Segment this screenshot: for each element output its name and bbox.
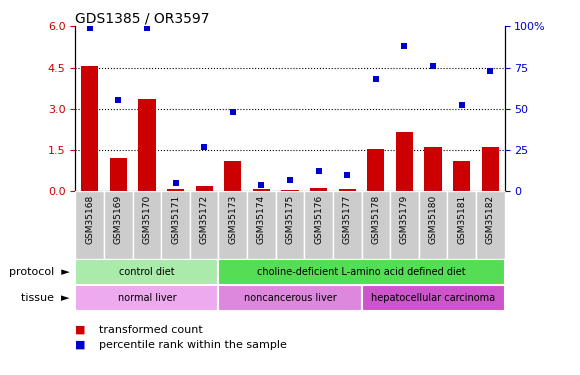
Point	[343, 172, 352, 178]
Bar	[361, 191, 390, 259]
Text: GSM35177: GSM35177	[343, 195, 351, 244]
Bar	[447, 191, 476, 259]
Bar	[339, 189, 356, 191]
Text: percentile rank within the sample: percentile rank within the sample	[99, 340, 287, 350]
Bar	[281, 190, 299, 191]
Bar	[361, 285, 505, 311]
Text: GSM35180: GSM35180	[429, 195, 437, 244]
Text: GSM35170: GSM35170	[143, 195, 151, 244]
Point	[200, 144, 209, 150]
Text: ■: ■	[75, 325, 86, 335]
Point	[228, 109, 237, 115]
Bar	[390, 191, 419, 259]
Text: GSM35171: GSM35171	[171, 195, 180, 244]
Point	[85, 25, 95, 31]
Bar	[75, 259, 219, 285]
Point	[429, 63, 438, 69]
Bar	[139, 99, 155, 191]
Text: GSM35175: GSM35175	[285, 195, 295, 244]
Bar	[310, 188, 327, 191]
Bar	[75, 285, 219, 311]
Bar	[81, 66, 98, 191]
Text: GSM35172: GSM35172	[200, 195, 209, 244]
Text: normal liver: normal liver	[118, 293, 176, 303]
Point	[371, 76, 380, 82]
Bar	[304, 191, 333, 259]
Bar	[161, 191, 190, 259]
Bar	[253, 189, 270, 191]
Point	[171, 180, 180, 186]
Bar	[482, 147, 499, 191]
Point	[314, 168, 323, 174]
Text: hepatocellular carcinoma: hepatocellular carcinoma	[371, 293, 495, 303]
Bar	[453, 161, 470, 191]
Point	[114, 98, 123, 104]
Bar	[425, 147, 441, 191]
Bar	[167, 189, 184, 191]
Bar	[367, 148, 385, 191]
Bar	[75, 191, 104, 259]
Text: GSM35181: GSM35181	[457, 195, 466, 244]
Text: GSM35179: GSM35179	[400, 195, 409, 244]
Text: GSM35168: GSM35168	[85, 195, 94, 244]
Point	[485, 68, 495, 74]
Bar	[276, 191, 304, 259]
Text: protocol  ►: protocol ►	[9, 267, 70, 277]
Text: GSM35173: GSM35173	[229, 195, 237, 244]
Bar	[396, 132, 413, 191]
Text: GSM35176: GSM35176	[314, 195, 323, 244]
Bar	[195, 186, 213, 191]
Point	[285, 177, 295, 183]
Bar	[104, 191, 133, 259]
Bar	[476, 191, 505, 259]
Point	[257, 182, 266, 188]
Bar	[419, 191, 447, 259]
Text: ■: ■	[75, 340, 86, 350]
Text: GSM35178: GSM35178	[371, 195, 380, 244]
Text: tissue  ►: tissue ►	[21, 293, 70, 303]
Point	[400, 43, 409, 49]
Bar	[247, 191, 276, 259]
Text: GSM35182: GSM35182	[486, 195, 495, 244]
Text: GSM35174: GSM35174	[257, 195, 266, 244]
Bar	[219, 191, 247, 259]
Point	[142, 25, 151, 31]
Bar	[224, 161, 241, 191]
Bar	[133, 191, 161, 259]
Text: GSM35169: GSM35169	[114, 195, 123, 244]
Bar	[190, 191, 219, 259]
Bar	[333, 191, 361, 259]
Point	[457, 102, 466, 108]
Text: control diet: control diet	[119, 267, 175, 277]
Text: GDS1385 / OR3597: GDS1385 / OR3597	[75, 11, 210, 25]
Text: choline-deficient L-amino acid defined diet: choline-deficient L-amino acid defined d…	[257, 267, 466, 277]
Text: transformed count: transformed count	[99, 325, 202, 335]
Bar	[219, 285, 361, 311]
Bar	[110, 158, 127, 191]
Text: noncancerous liver: noncancerous liver	[244, 293, 336, 303]
Bar	[219, 259, 505, 285]
